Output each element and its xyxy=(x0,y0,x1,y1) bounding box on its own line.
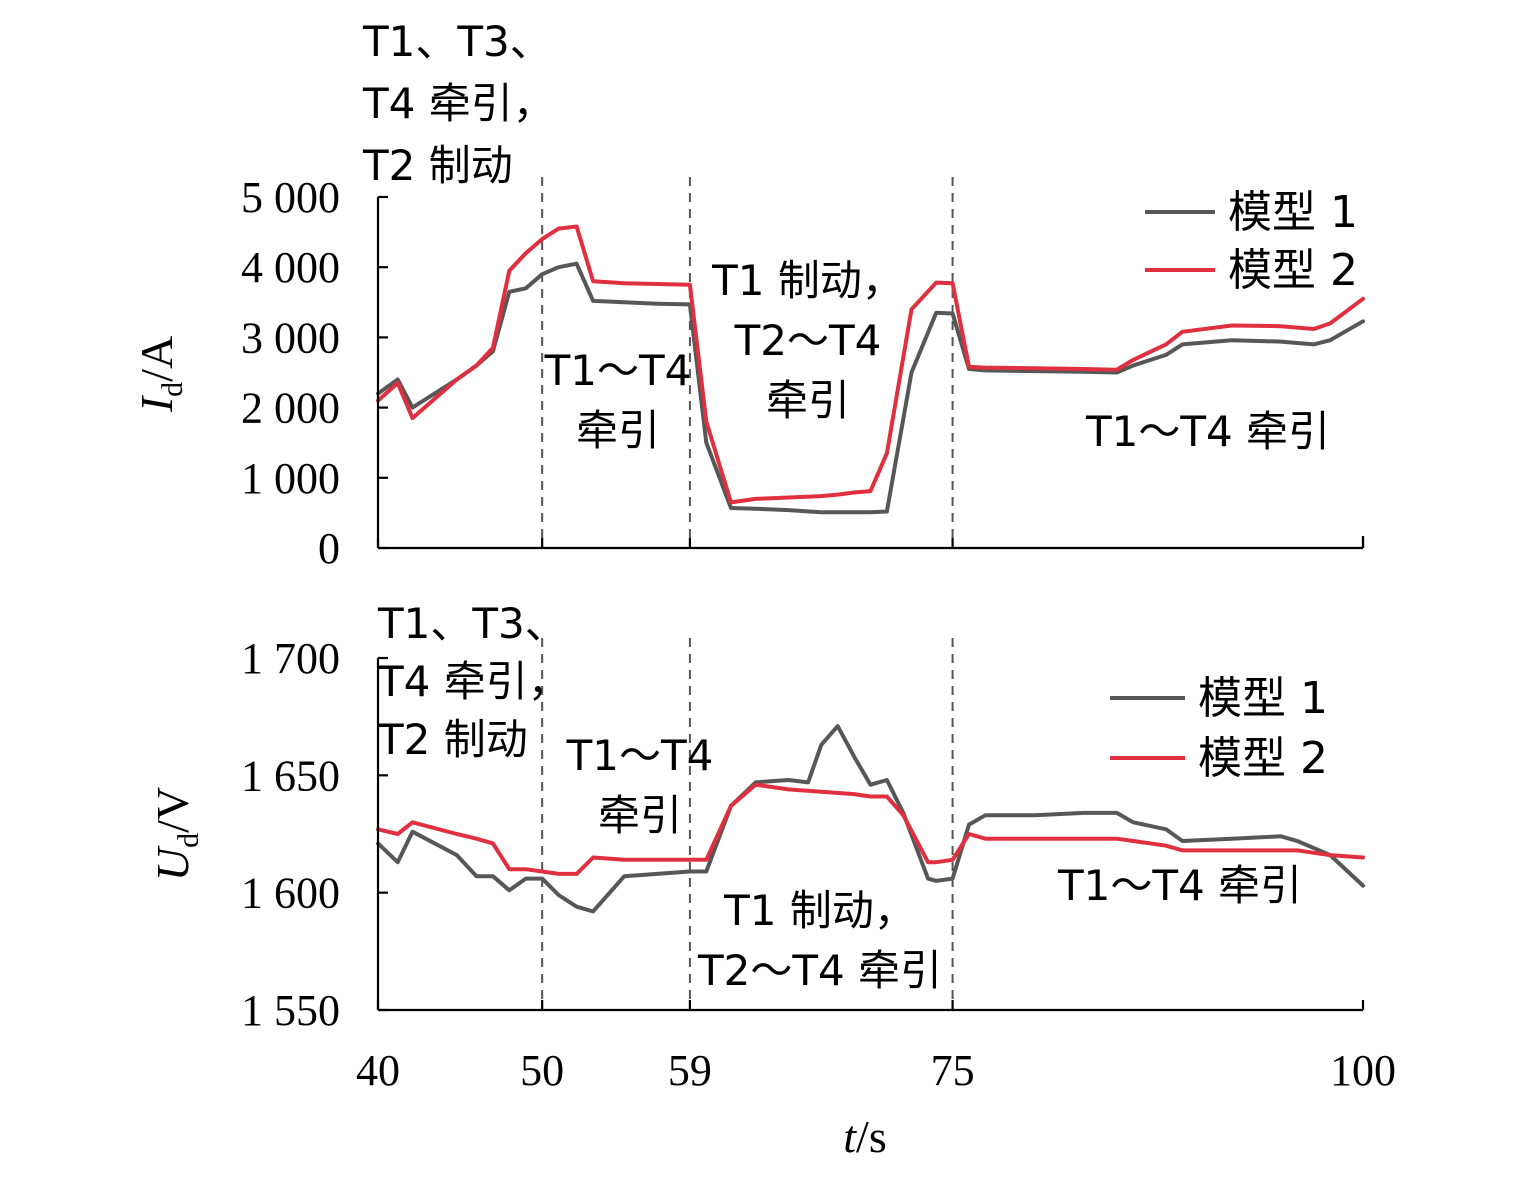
y-tick-label: 1 650 xyxy=(241,751,340,800)
current-y-axis-title: Id/A xyxy=(131,336,189,413)
voltage-legend: 模型 1 模型 2 xyxy=(1110,673,1328,784)
x-tick-label: 100 xyxy=(1330,1046,1396,1095)
annotation-seg1: T1～T4 牵引 xyxy=(544,346,692,455)
voltage-y-axis-title: Ud/V xyxy=(147,787,205,881)
y-tick-label: 5 000 xyxy=(241,173,340,222)
voltage-dividers xyxy=(541,638,954,1010)
annotation-line: T1 制动， xyxy=(723,886,916,935)
annotation-line: T1、T3、 xyxy=(362,17,552,66)
y-tick-label: 1 550 xyxy=(241,986,340,1035)
x-tick-label: 50 xyxy=(520,1046,564,1095)
current-y-subscript: d xyxy=(156,382,189,397)
annotation-line: T2 制动 xyxy=(377,715,528,764)
annotation-line: T1～T4 xyxy=(544,346,692,395)
voltage-y-unit: /V xyxy=(147,787,198,833)
legend-label: 模型 2 xyxy=(1198,733,1328,784)
annotation-line: T1～T4 xyxy=(566,731,714,780)
series-model-1-line xyxy=(376,261,1365,515)
y-tick-label: 4 000 xyxy=(241,243,340,292)
voltage-axes: 1 550 1 600 1 650 1 700 xyxy=(241,634,1365,1035)
series-model-2-line xyxy=(376,782,1365,876)
annotation-seg2: T1 制动， T2～T4 牵引 xyxy=(711,256,904,425)
x-axis-title: t/s xyxy=(843,1111,886,1162)
current-y-unit: /A xyxy=(131,336,182,382)
annotation-line: T4 牵引， xyxy=(362,79,555,128)
annotation-seg1: T1～T4 牵引 xyxy=(566,731,714,840)
x-axis-symbol: t xyxy=(843,1111,857,1162)
voltage-y-symbol: U xyxy=(147,845,198,881)
x-tick-label: 75 xyxy=(931,1046,975,1095)
annotation-line: T1、T3、 xyxy=(377,599,567,648)
annotation-line: T1 制动， xyxy=(711,256,904,305)
annotation-seg3: T1～T4 牵引 xyxy=(1085,407,1330,456)
y-tick-label: 1 700 xyxy=(241,634,340,683)
legend-label: 模型 1 xyxy=(1198,673,1328,724)
legend-label: 模型 2 xyxy=(1228,245,1358,296)
series-model-2-line xyxy=(376,224,1365,505)
y-tick-label: 0 xyxy=(318,524,340,573)
voltage-series xyxy=(376,724,1365,914)
annotation-seg2: T1 制动， T2～T4 牵引 xyxy=(697,886,942,995)
current-dividers xyxy=(541,177,954,548)
current-legend: 模型 1 模型 2 xyxy=(1145,187,1358,296)
y-tick-label: 1 000 xyxy=(241,454,340,503)
annotation-seg0: T1、T3、 T4 牵引， T2 制动 xyxy=(362,17,555,190)
x-tick-label: 59 xyxy=(668,1046,712,1095)
annotation-line: T2 制动 xyxy=(362,141,513,190)
x-axis-unit: /s xyxy=(856,1111,887,1162)
current-series xyxy=(376,224,1365,515)
annotation-seg3: T1～T4 牵引 xyxy=(1057,861,1302,910)
annotation-line: 牵引 xyxy=(598,791,682,840)
annotation-line: T1～T4 牵引 xyxy=(1085,407,1330,456)
current-axes: 0 1 000 2 000 3 000 4 000 5 000 xyxy=(241,173,1365,573)
series-model-1-line xyxy=(376,724,1365,914)
y-tick-label: 2 000 xyxy=(241,384,340,433)
y-tick-label: 1 600 xyxy=(241,869,340,918)
annotation-line: T1～T4 牵引 xyxy=(1057,861,1302,910)
annotation-line: T2～T4 xyxy=(734,316,882,365)
current-y-symbol: I xyxy=(131,394,182,413)
voltage-y-subscript: d xyxy=(172,833,205,848)
legend-label: 模型 1 xyxy=(1228,187,1358,238)
annotation-line: T4 牵引， xyxy=(377,657,570,706)
y-tick-label: 3 000 xyxy=(241,313,340,362)
annotation-line: 牵引 xyxy=(766,376,850,425)
annotation-line: 牵引 xyxy=(576,406,660,455)
annotation-line: T2～T4 牵引 xyxy=(697,946,942,995)
x-tick-label: 40 xyxy=(356,1046,400,1095)
x-axis: 40 50 59 75 100 xyxy=(356,1046,1396,1095)
annotation-seg0: T1、T3、 T4 牵引， T2 制动 xyxy=(377,599,570,764)
